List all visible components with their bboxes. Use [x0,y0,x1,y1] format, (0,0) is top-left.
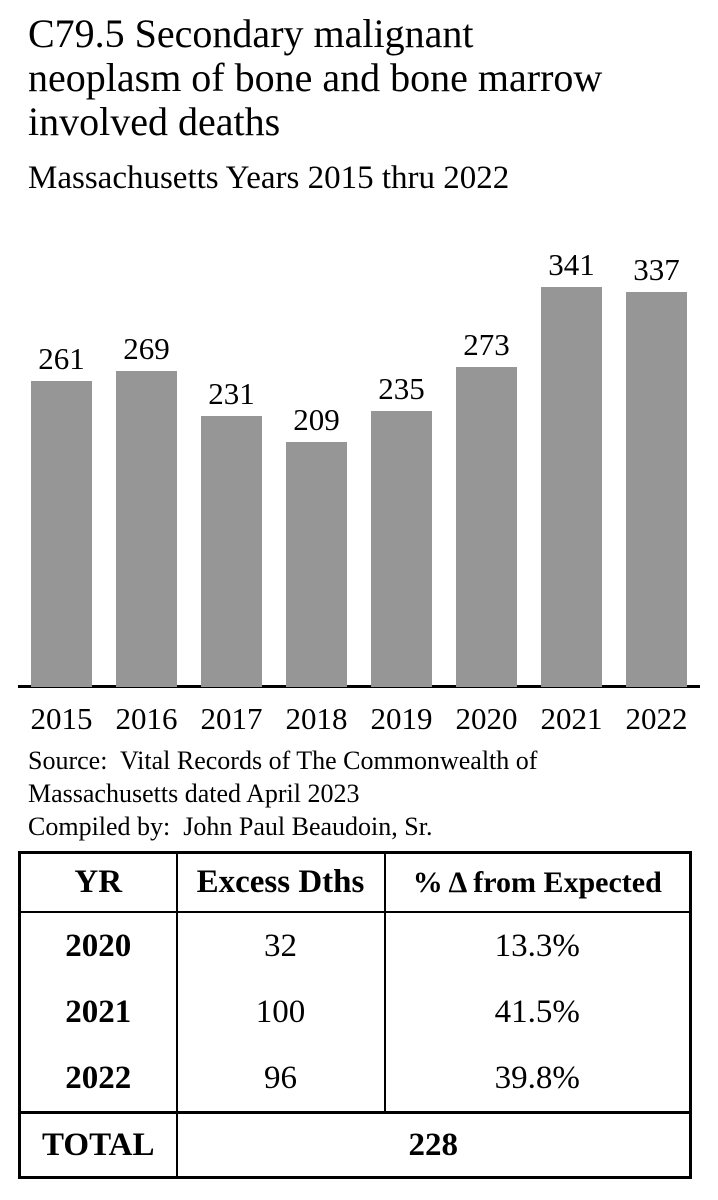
x-axis-label: 2016 [115,701,178,736]
x-axis-label: 2022 [625,701,688,736]
x-axis-label: 2020 [455,701,518,736]
bar-2019 [371,411,432,687]
table-cell-year: 2020 [19,912,178,979]
table-header-excess: Excess Dths [176,852,386,913]
bar-value-label: 337 [633,252,680,287]
source-line-2: Massachusetts dated April 2023 [28,779,360,808]
bar-value-label: 261 [38,341,85,376]
bar-2016 [116,371,177,687]
bar-2018 [286,442,347,687]
source-block: Source: Vital Records of The Commonwealt… [28,744,537,843]
table-row: 2021 100 41.5% [19,979,691,1045]
table-cell-excess: 96 [176,1045,386,1113]
bar-value-label: 269 [123,331,170,366]
table-cell-year: 2022 [19,1045,178,1113]
table-header-pct: % Δ from Expected [384,852,691,913]
table-total-value: 228 [408,1126,459,1163]
excess-deaths-table: YR Excess Dths % Δ from Expected 2020 32… [18,851,692,1179]
table-row: 2020 32 13.3% [19,912,691,979]
table-total-label: TOTAL [19,1111,178,1178]
table-cell-excess: 32 [176,912,386,979]
chart-title-line-3: involved deaths [28,99,281,144]
bar-2021 [541,287,602,687]
table-cell-excess: 100 [176,979,386,1045]
table-row: 2022 96 39.8% [19,1045,691,1113]
chart-title-line-2: neoplasm of bone and bone marrow [28,55,603,100]
bar-2015 [31,381,92,687]
x-axis-label: 2015 [30,701,93,736]
bar-value-label: 209 [293,402,340,437]
bar-value-label: 341 [548,247,595,282]
table-cell-pct: 41.5% [494,993,580,1030]
table-total-row: TOTAL 228 [19,1111,691,1178]
chart-subtitle: Massachusetts Years 2015 thru 2022 [28,160,510,196]
bar-2020 [456,367,517,687]
x-axis-line [18,685,700,688]
table-header-row: YR Excess Dths % Δ from Expected [19,852,691,913]
source-line-1: Source: Vital Records of The Commonwealt… [28,746,538,775]
chart-title: C79.5 Secondary malignant neoplasm of bo… [28,12,602,144]
x-axis-label: 2018 [285,701,348,736]
chart-title-line-1: C79.5 Secondary malignant [28,11,474,56]
bar-2017 [201,416,262,687]
bar-value-label: 231 [208,376,255,411]
compiled-by-line: Compiled by: John Paul Beaudoin, Sr. [28,812,433,841]
x-axis-label: 2021 [540,701,603,736]
table-cell-year: 2021 [19,979,178,1045]
bar-2022 [626,292,687,687]
x-axis-label: 2019 [370,701,433,736]
table-total-cell: 228 [176,1111,691,1178]
x-axis-label: 2017 [200,701,263,736]
table-cell-pct: 13.3% [494,927,580,964]
table-header-yr: YR [19,852,178,913]
bar-value-label: 273 [463,327,510,362]
bar-value-label: 235 [378,371,425,406]
table-cell-pct: 39.8% [494,1059,580,1096]
